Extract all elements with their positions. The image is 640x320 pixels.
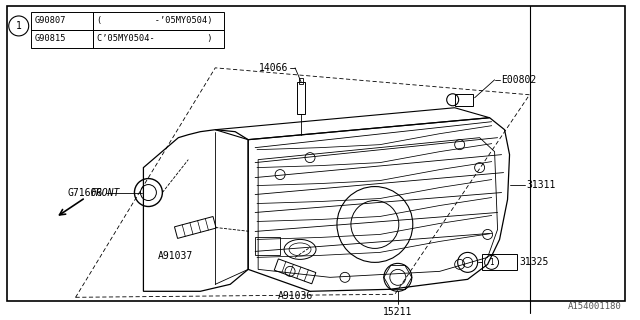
Text: C’05MY0504-          ): C’05MY0504- ): [97, 35, 212, 44]
Text: G71606: G71606: [67, 188, 102, 197]
Bar: [299, 78, 303, 84]
Bar: [454, 94, 472, 106]
Text: (          -’05MY0504): ( -’05MY0504): [97, 16, 212, 26]
Text: A91037: A91037: [157, 252, 193, 261]
Text: 1: 1: [489, 258, 494, 267]
Bar: [93, 12, 224, 30]
Text: G90815: G90815: [35, 35, 66, 44]
Bar: [297, 82, 305, 114]
Text: A91036: A91036: [277, 291, 313, 301]
Text: 31311: 31311: [527, 180, 556, 189]
Text: E00802: E00802: [502, 75, 537, 85]
Text: 31325: 31325: [520, 257, 549, 268]
Text: 14066: 14066: [259, 63, 288, 73]
Text: G90807: G90807: [35, 16, 66, 26]
Bar: [31, 12, 93, 30]
Text: 1: 1: [16, 21, 22, 31]
Bar: [255, 237, 280, 255]
Text: A154001180: A154001180: [568, 302, 621, 311]
Bar: [482, 254, 516, 270]
Bar: [31, 30, 93, 48]
Text: 15211: 15211: [383, 307, 413, 317]
Text: FRONT: FRONT: [90, 188, 120, 197]
Bar: [93, 30, 224, 48]
